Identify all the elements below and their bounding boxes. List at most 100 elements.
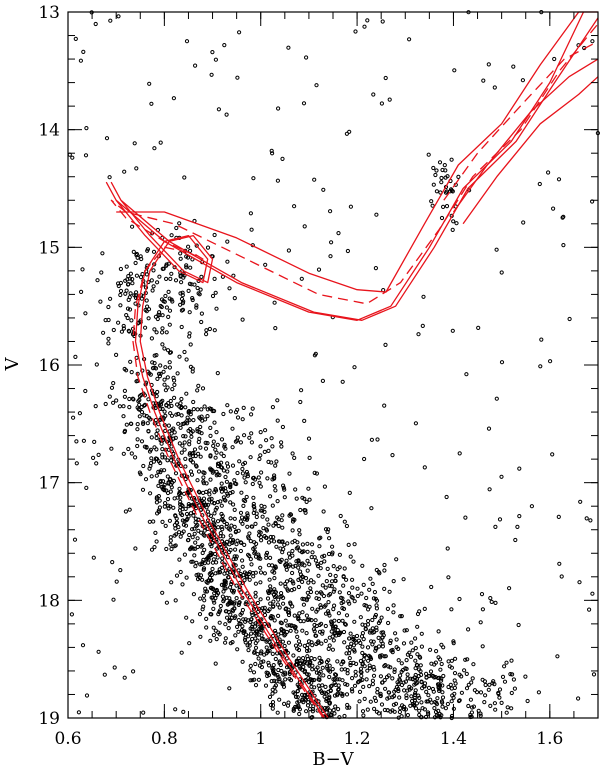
data-point (494, 396, 499, 401)
data-point (99, 270, 104, 275)
data-point (203, 440, 208, 445)
data-point (235, 415, 241, 420)
data-point (331, 607, 336, 612)
data-point (457, 596, 462, 602)
data-point (190, 535, 195, 540)
data-point (277, 659, 282, 664)
data-point (134, 273, 139, 278)
data-point (118, 292, 123, 298)
data-point (164, 305, 169, 310)
data-point (304, 598, 309, 603)
data-point (291, 706, 296, 711)
data-point (578, 499, 583, 504)
data-point (348, 204, 353, 209)
data-point (300, 698, 305, 703)
data-point (187, 442, 192, 447)
data-point (410, 648, 415, 653)
data-point (359, 673, 364, 679)
data-point (308, 586, 313, 591)
data-point (451, 639, 456, 644)
data-point (227, 617, 232, 623)
data-point (398, 706, 403, 711)
data-point (162, 504, 167, 509)
data-point (271, 523, 276, 528)
data-point (353, 29, 358, 34)
data-point (255, 638, 260, 643)
data-point (177, 557, 182, 562)
data-point (213, 507, 218, 512)
data-point (232, 574, 237, 579)
data-point (323, 585, 328, 590)
data-point (277, 558, 282, 564)
data-point (279, 440, 284, 445)
data-point (292, 587, 297, 592)
data-point (190, 619, 195, 624)
data-point (281, 483, 286, 488)
data-point (255, 652, 260, 657)
data-point (267, 577, 272, 582)
data-point (150, 288, 155, 293)
data-point (413, 658, 418, 663)
data-point (317, 629, 323, 634)
data-point (499, 360, 505, 365)
data-point (183, 456, 188, 461)
data-point (517, 514, 522, 519)
data-point (226, 575, 231, 580)
data-point (358, 640, 363, 646)
data-point (556, 514, 561, 520)
data-point (301, 619, 306, 624)
data-point (397, 677, 402, 682)
data-point (211, 469, 216, 474)
data-point (80, 643, 86, 648)
data-point (183, 506, 188, 511)
data-point (326, 609, 331, 614)
data-point (145, 248, 150, 253)
data-point (164, 546, 169, 552)
data-point (181, 709, 186, 715)
data-point (215, 519, 221, 524)
data-point (399, 614, 404, 619)
data-point (277, 697, 282, 702)
data-point (344, 613, 350, 618)
data-point (378, 655, 383, 660)
data-point (178, 495, 183, 500)
data-point (298, 661, 303, 666)
data-point (319, 621, 324, 627)
data-point (393, 687, 398, 692)
data-point (200, 386, 206, 391)
data-point (243, 480, 248, 485)
data-point (168, 535, 173, 540)
data-point (431, 689, 436, 694)
data-point (212, 328, 217, 333)
data-point (378, 693, 383, 698)
data-point (344, 692, 350, 697)
data-point (179, 280, 184, 285)
data-point (286, 248, 291, 253)
data-point (135, 437, 140, 442)
data-point (551, 206, 556, 211)
data-point (232, 615, 237, 621)
data-point (434, 713, 439, 718)
data-point (347, 601, 352, 606)
data-point (250, 481, 255, 487)
data-point (428, 697, 433, 702)
data-point (249, 631, 254, 636)
data-point (355, 593, 360, 599)
data-point (148, 447, 153, 452)
data-point (588, 518, 593, 523)
data-point (285, 541, 290, 546)
data-point (212, 420, 217, 425)
data-point (167, 322, 172, 327)
data-point (188, 342, 193, 347)
data-point (228, 409, 233, 414)
data-point (275, 710, 280, 715)
data-point (209, 578, 214, 583)
data-point (133, 455, 138, 460)
data-point (415, 624, 420, 629)
data-point (446, 659, 451, 664)
data-point (216, 591, 221, 596)
data-point (223, 446, 228, 451)
data-point (314, 471, 319, 476)
data-point (149, 547, 155, 552)
data-point (243, 515, 249, 520)
